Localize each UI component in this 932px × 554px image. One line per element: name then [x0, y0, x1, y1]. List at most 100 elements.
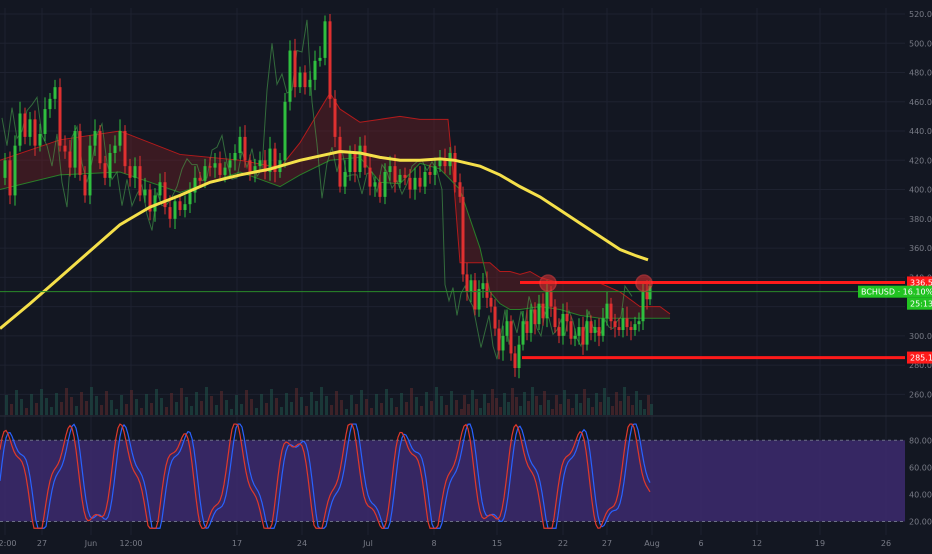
volume-bar — [205, 387, 208, 415]
candle-body — [248, 160, 252, 172]
candle-body — [541, 303, 545, 319]
time-axis-tick: 12:00 — [0, 539, 17, 548]
volume-bar — [440, 396, 443, 415]
volume-bar — [65, 388, 68, 415]
volume-bar — [531, 387, 534, 415]
candle-body — [288, 50, 292, 102]
volume-bar — [315, 401, 318, 415]
support-label: 285.15 — [910, 354, 932, 363]
volume-bar — [390, 398, 393, 415]
candle-body — [333, 98, 337, 137]
symbol-price-label: BCHUSD · 16.10% · 330.19 — [861, 288, 932, 297]
volume-bar — [50, 407, 53, 415]
volume-bar — [290, 402, 293, 415]
oscillator-line-0 — [0, 423, 651, 529]
candle-body — [428, 172, 432, 175]
volume-bar — [507, 402, 510, 415]
oscillator-axis-tick: 20.00 — [909, 517, 932, 526]
volume-bar — [310, 392, 313, 415]
time-axis-tick: 6 — [698, 539, 703, 548]
lagging-span-line — [1, 19, 633, 360]
countdown-label-bg — [907, 297, 932, 310]
countdown-label: 25:13 — [910, 300, 932, 309]
volume-bar — [365, 399, 368, 415]
volume-bar — [100, 405, 103, 415]
candle-body — [213, 163, 217, 168]
candle-body — [238, 136, 242, 153]
candle-body — [338, 136, 342, 187]
volume-bar — [430, 401, 433, 415]
volume-bar — [491, 389, 494, 415]
volume-bar — [380, 403, 383, 415]
volume-bar — [400, 393, 403, 415]
candle-body — [433, 166, 437, 175]
volume-bar — [395, 407, 398, 415]
candle-body — [33, 119, 37, 146]
volume-bar — [145, 394, 148, 415]
volume-bar — [300, 397, 303, 415]
candle-body — [293, 50, 297, 88]
candle-body — [353, 151, 357, 172]
price-axis-tick: 380.00 — [909, 215, 932, 224]
marked-top-circle[interactable] — [539, 274, 557, 292]
candle-body — [98, 131, 102, 164]
candle-body — [323, 21, 327, 58]
candle-body — [605, 303, 609, 319]
candle-body — [93, 131, 97, 146]
volume-bar — [467, 404, 470, 415]
candle-body — [577, 327, 581, 336]
candle-body — [477, 289, 481, 310]
volume-bar — [70, 397, 73, 415]
candle-body — [388, 166, 392, 172]
volume-bar — [330, 405, 333, 415]
volume-bar — [280, 407, 283, 415]
candle-body — [589, 321, 593, 333]
volume-bar — [35, 403, 38, 415]
candle-body — [418, 177, 422, 187]
volume-bar — [405, 402, 408, 415]
volume-bar — [607, 397, 610, 415]
volume-bar — [165, 407, 168, 415]
marked-top-circle[interactable] — [635, 274, 653, 292]
volume-bar — [591, 407, 594, 415]
candle-body — [461, 196, 465, 275]
volume-bar — [563, 390, 566, 415]
volume-bar — [325, 396, 328, 415]
volume-bar — [639, 400, 642, 415]
candle-body — [28, 119, 32, 137]
volume-bar — [210, 396, 213, 415]
volume-bar — [370, 408, 373, 415]
volume-bar — [471, 390, 474, 415]
candle-body — [193, 177, 197, 193]
candle-body — [358, 145, 362, 172]
volume-bar — [475, 399, 478, 415]
oscillator-axis-tick: 80.00 — [909, 436, 932, 445]
volume-bar — [200, 401, 203, 415]
candle-body — [378, 182, 382, 197]
candle-body — [423, 172, 427, 187]
volume-bar — [355, 404, 358, 415]
candle-body — [313, 60, 317, 80]
volume-bar — [615, 392, 618, 415]
candle-body — [308, 79, 312, 88]
volume-bar — [487, 403, 490, 415]
volume-bar — [523, 392, 526, 415]
candle-body — [469, 280, 473, 292]
volume-bar — [385, 389, 388, 415]
volume-bar — [623, 387, 626, 415]
volume-bar — [10, 404, 13, 415]
candle-body — [363, 145, 367, 168]
volume-bar — [499, 407, 502, 415]
volume-bar — [340, 400, 343, 415]
volume-bar — [115, 409, 118, 415]
volume-bar — [160, 398, 163, 415]
volume-bar — [245, 390, 248, 415]
candle-body — [629, 327, 633, 330]
volume-bar — [643, 409, 646, 415]
volume-bar — [360, 390, 363, 415]
volume-bar — [85, 401, 88, 415]
volume-bar — [240, 404, 243, 415]
candle-body — [517, 344, 521, 369]
